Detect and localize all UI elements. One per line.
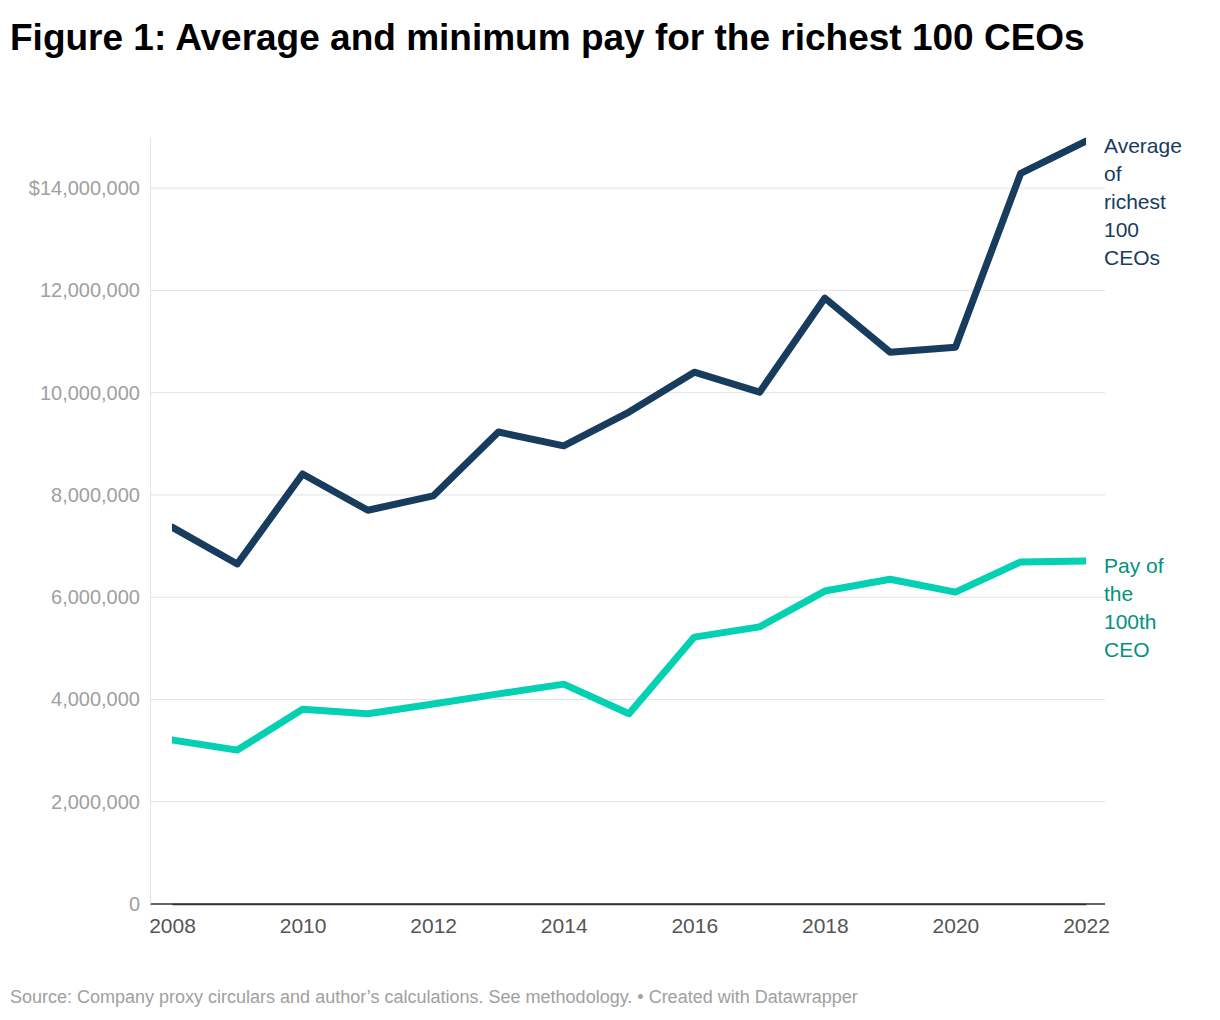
grid-line <box>150 903 1105 905</box>
x-tick: 2012 <box>410 904 457 937</box>
x-tick: 2020 <box>933 904 980 937</box>
series-line <box>172 561 1086 750</box>
y-axis-line <box>150 138 151 905</box>
x-tick-label: 2018 <box>802 914 849 937</box>
series-label: Averageofrichest100CEOs <box>1104 134 1182 269</box>
y-tick: 10,000,000 <box>40 382 150 404</box>
y-tick-label: 8,000,000 <box>51 484 140 506</box>
x-tick: 2018 <box>802 904 849 937</box>
y-tick: 4,000,000 <box>51 688 150 710</box>
grid-line <box>150 188 1105 189</box>
grid-line <box>150 801 1105 802</box>
series-label: Pay ofthe100thCEO <box>1104 554 1164 661</box>
y-tick: 8,000,000 <box>51 484 150 506</box>
x-tick: 2008 <box>149 904 196 937</box>
plot-area <box>172 141 1086 750</box>
y-tick-label: 2,000,000 <box>51 791 140 813</box>
y-tick-label: 12,000,000 <box>40 279 140 301</box>
y-tick: 2,000,000 <box>51 791 150 813</box>
chart: Figure 1: Average and minimum pay for th… <box>0 0 1220 1020</box>
y-tick-label: 10,000,000 <box>40 382 140 404</box>
source: Source: Company proxy circulars and auth… <box>10 987 858 1007</box>
grid-line <box>150 392 1105 393</box>
x-axis: 2008 2010 2012 2014 2016 2018 2020 2022 <box>149 904 1110 937</box>
x-axis-line <box>173 904 1087 906</box>
x-tick-label: 2010 <box>280 914 327 937</box>
y-tick: $14,000,000 <box>29 177 150 199</box>
y-tick-label: 6,000,000 <box>51 586 140 608</box>
x-tick-label: 2016 <box>671 914 718 937</box>
grid <box>150 188 1105 904</box>
y-tick-label: 4,000,000 <box>51 688 140 710</box>
x-tick-label: 2020 <box>933 914 980 937</box>
x-tick: 2022 <box>1063 904 1110 937</box>
y-tick: 0 <box>129 893 150 915</box>
y-tick: 12,000,000 <box>40 279 150 301</box>
y-tick-label: 0 <box>129 893 140 915</box>
x-tick-label: 2012 <box>410 914 457 937</box>
title: Figure 1: Average and minimum pay for th… <box>10 17 1085 58</box>
y-tick-label: $14,000,000 <box>29 177 140 199</box>
grid-line <box>150 597 1105 598</box>
series-line <box>172 141 1086 564</box>
y-tick: 6,000,000 <box>51 586 150 608</box>
x-tick-label: 2022 <box>1063 914 1110 937</box>
x-tick: 2016 <box>671 904 718 937</box>
x-tick-label: 2008 <box>149 914 196 937</box>
grid-line <box>150 290 1105 291</box>
series-labels: Averageofrichest100CEOs Pay ofthe100thCEO <box>1104 134 1182 661</box>
y-axis: 0 2,000,000 4,000,000 6,000,000 8,000,000 10,… <box>29 138 151 915</box>
x-tick: 2014 <box>541 904 588 937</box>
x-tick-label: 2014 <box>541 914 588 937</box>
grid-line <box>150 494 1105 495</box>
grid-line <box>150 699 1105 700</box>
x-tick: 2010 <box>280 904 327 937</box>
